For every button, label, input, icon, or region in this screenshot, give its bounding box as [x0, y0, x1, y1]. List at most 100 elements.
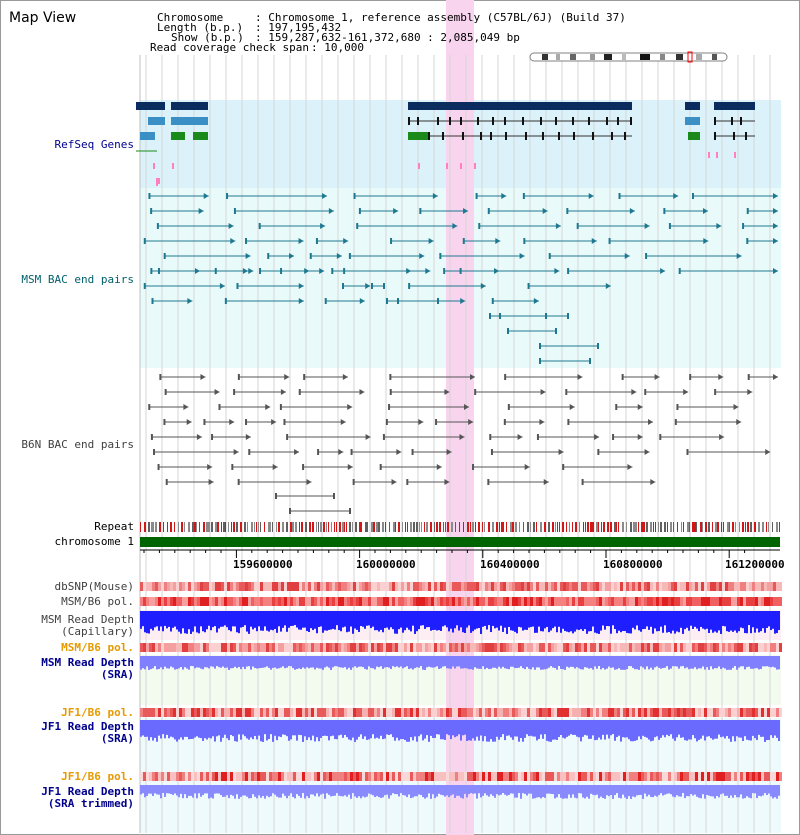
polymorphism-cell: [536, 643, 539, 652]
read-depth-bar: [544, 785, 546, 798]
gene-block: [685, 117, 700, 125]
track-label-dbsnp[interactable]: dbSNP(Mouse): [54, 580, 134, 593]
polymorphism-cell: [506, 772, 509, 781]
read-depth-bar: [476, 785, 478, 799]
polymorphism-cell: [716, 582, 719, 591]
polymorphism-cell: [176, 772, 179, 781]
bac-end-arrow: [436, 464, 442, 470]
track-label-msm-depth-capillary[interactable]: MSM Read Depth: [41, 613, 134, 626]
read-depth-bar: [748, 611, 750, 626]
bac-end-marker: [218, 404, 221, 410]
polymorphism-cell: [494, 582, 497, 591]
read-depth-bar: [154, 656, 156, 667]
polymorphism-cell: [665, 582, 668, 591]
read-depth-bar: [708, 656, 710, 670]
polymorphism-cell: [176, 708, 179, 717]
read-depth-bar: [754, 785, 756, 794]
polymorphism-cell: [194, 643, 197, 652]
read-depth-bar: [464, 611, 466, 633]
read-depth-bar: [758, 611, 760, 633]
polymorphism-cell: [521, 708, 524, 717]
track-label-jf1-b6-pol-2[interactable]: JF1/B6 pol.: [61, 770, 134, 783]
polymorphism-cell: [248, 643, 251, 652]
read-depth-bar: [302, 611, 304, 628]
repeat-element: [421, 522, 422, 532]
polymorphism-cell: [701, 597, 704, 606]
polymorphism-cell: [755, 597, 758, 606]
polymorphism-cell: [251, 582, 254, 591]
polymorphism-cell: [290, 772, 293, 781]
repeat-element: [470, 522, 471, 532]
read-depth-bar: [162, 656, 164, 670]
polymorphism-cell: [494, 643, 497, 652]
bac-end-marker: [379, 464, 382, 470]
read-depth-bar: [306, 785, 308, 797]
repeat-element: [344, 522, 345, 532]
track-label-msm-b6-pol[interactable]: MSM/B6 pol.: [61, 595, 134, 608]
polymorphism-cell: [239, 643, 242, 652]
bac-end-arrow: [219, 283, 225, 289]
gene-marker: [708, 152, 710, 158]
polymorphism-cell: [476, 708, 479, 717]
polymorphism-cell: [521, 772, 524, 781]
repeat-element: [181, 522, 183, 532]
polymorphism-cell: [653, 582, 656, 591]
track-label-msm-b6-pol-sra[interactable]: MSM/B6 pol.: [61, 641, 134, 654]
track-label-jf1-b6-pol[interactable]: JF1/B6 pol.: [61, 706, 134, 719]
read-depth-bar: [656, 785, 658, 797]
read-depth-bar: [596, 720, 598, 740]
repeat-element: [361, 522, 362, 532]
read-depth-bar: [384, 656, 386, 668]
read-depth-bar: [244, 720, 246, 737]
read-depth-bar: [518, 611, 520, 627]
bac-end-marker: [548, 253, 551, 259]
read-depth-bar: [264, 785, 266, 799]
read-depth-bar: [324, 720, 326, 736]
polymorphism-cell: [152, 582, 155, 591]
read-depth-bar: [656, 656, 658, 667]
repeat-element: [163, 522, 164, 532]
track-label-msm-bac[interactable]: MSM BAC end pairs: [21, 273, 134, 286]
read-depth-bar: [430, 656, 432, 668]
polymorphism-cell: [353, 597, 356, 606]
read-depth-bar: [598, 656, 600, 667]
polymorphism-cell: [284, 772, 287, 781]
bac-end-marker: [237, 374, 240, 380]
polymorphism-cell: [422, 772, 425, 781]
track-label-msm-depth-sra[interactable]: MSM Read Depth: [41, 656, 134, 669]
bac-end-marker: [474, 389, 477, 395]
read-depth-bar: [476, 720, 478, 737]
track-label-b6n-bac[interactable]: B6N BAC end pairs: [21, 438, 134, 451]
polymorphism-cell: [362, 582, 365, 591]
polymorphism-cell: [281, 708, 284, 717]
polymorphism-cell: [497, 597, 500, 606]
polymorphism-cell: [578, 582, 581, 591]
read-depth-bar: [210, 720, 212, 739]
repeat-element: [635, 522, 637, 532]
read-depth-bar: [402, 785, 404, 796]
polymorphism-cell: [200, 597, 203, 606]
polymorphism-cell: [731, 708, 734, 717]
polymorphism-cell: [641, 582, 644, 591]
read-depth-bar: [488, 611, 490, 626]
read-depth-bar: [222, 785, 224, 797]
repeat-element: [696, 522, 697, 532]
read-depth-bar: [462, 720, 464, 736]
read-depth-bar: [408, 656, 410, 670]
read-depth-bar: [220, 656, 222, 668]
track-label-refseq[interactable]: RefSeq Genes: [54, 138, 134, 151]
track-label-jf1-depth-sra[interactable]: JF1 Read Depth: [41, 720, 134, 733]
read-depth-bar: [632, 720, 634, 742]
repeat-element: [544, 522, 546, 532]
polymorphism-cell: [677, 772, 680, 781]
track-label-jf1-depth-trimmed[interactable]: JF1 Read Depth: [41, 785, 134, 798]
read-depth-bar: [146, 720, 148, 737]
read-depth-bar: [360, 656, 362, 667]
read-depth-bar: [732, 785, 734, 798]
read-depth-bar: [342, 611, 344, 628]
read-depth-bar: [478, 656, 480, 669]
read-depth-bar: [392, 656, 394, 667]
polymorphism-cell: [470, 597, 473, 606]
read-depth-bar: [336, 720, 338, 740]
read-depth-bar: [550, 611, 552, 631]
